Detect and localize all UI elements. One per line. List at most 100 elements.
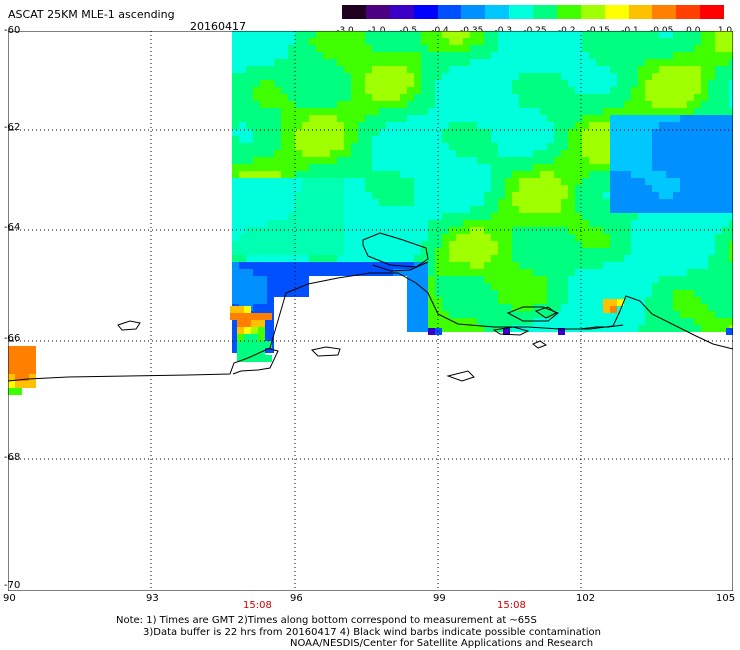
wind-cell <box>503 328 510 335</box>
wind-cell <box>547 283 554 290</box>
wind-cell <box>8 374 15 381</box>
wind-cell <box>589 255 596 262</box>
wind-cell <box>498 66 505 73</box>
wind-cell <box>603 66 610 73</box>
wind-cell <box>512 248 519 255</box>
wind-cell <box>323 108 330 115</box>
wind-cell <box>22 353 29 360</box>
wind-cell <box>386 164 393 171</box>
wind-cell <box>477 115 484 122</box>
wind-cell <box>386 220 393 227</box>
wind-cell <box>267 255 274 262</box>
wind-cell <box>659 276 666 283</box>
wind-cell <box>309 185 316 192</box>
wind-cell <box>631 94 638 101</box>
wind-cell <box>631 178 638 185</box>
wind-cell <box>540 325 547 332</box>
wind-cell <box>274 80 281 87</box>
wind-cell <box>652 290 659 297</box>
wind-cell <box>638 234 645 241</box>
wind-cell <box>484 276 491 283</box>
wind-cell <box>253 185 260 192</box>
wind-cell <box>617 73 624 80</box>
wind-cell <box>379 45 386 52</box>
wind-cell <box>491 262 498 269</box>
lon-label-96: 96 <box>290 593 303 604</box>
wind-cell <box>659 199 666 206</box>
wind-cell <box>673 290 680 297</box>
wind-cell <box>414 59 421 66</box>
wind-cell <box>302 248 309 255</box>
wind-cell <box>624 52 631 59</box>
wind-cell <box>407 220 414 227</box>
wind-cell <box>351 227 358 234</box>
wind-cell <box>407 178 414 185</box>
wind-cell <box>260 164 267 171</box>
wind-cell <box>610 276 617 283</box>
wind-cell <box>680 87 687 94</box>
wind-cell <box>407 304 414 311</box>
wind-cell <box>540 108 547 115</box>
wind-cell <box>603 73 610 80</box>
wind-cell <box>568 52 575 59</box>
wind-cell <box>645 178 652 185</box>
wind-cell <box>645 241 652 248</box>
wind-cell <box>519 283 526 290</box>
wind-cell <box>722 38 729 45</box>
wind-cell <box>498 45 505 52</box>
wind-cell <box>715 122 722 129</box>
wind-cell <box>330 66 337 73</box>
wind-cell <box>624 129 631 136</box>
wind-cell <box>498 262 505 269</box>
wind-cell <box>386 52 393 59</box>
wind-cell <box>645 220 652 227</box>
wind-cell <box>729 136 733 143</box>
wind-cell <box>596 129 603 136</box>
wind-cell <box>638 115 645 122</box>
wind-cell <box>645 283 652 290</box>
wind-cell <box>652 199 659 206</box>
wind-cell <box>267 87 274 94</box>
wind-cell <box>400 234 407 241</box>
wind-cell <box>477 241 484 248</box>
wind-cell <box>316 52 323 59</box>
wind-cell <box>715 178 722 185</box>
wind-cell <box>244 313 251 320</box>
wind-cell <box>582 269 589 276</box>
wind-cell <box>260 143 267 150</box>
wind-cell <box>316 206 323 213</box>
wind-cell <box>547 52 554 59</box>
wind-cell <box>687 290 694 297</box>
wind-cell <box>568 185 575 192</box>
map-date: 20160417 <box>190 20 246 33</box>
wind-cell <box>449 115 456 122</box>
wind-cell <box>330 262 337 269</box>
wind-cell <box>302 234 309 241</box>
wind-cell <box>407 143 414 150</box>
wind-cell <box>631 234 638 241</box>
wind-cell <box>414 255 421 262</box>
wind-cell <box>589 171 596 178</box>
wind-cell <box>603 80 610 87</box>
wind-cell <box>568 248 575 255</box>
wind-cell <box>288 143 295 150</box>
wind-cell <box>372 94 379 101</box>
wind-cell <box>596 178 603 185</box>
wind-cell <box>442 318 449 325</box>
wind-cell <box>244 306 251 313</box>
wind-cell <box>526 80 533 87</box>
wind-cell <box>435 31 442 38</box>
wind-cell <box>463 143 470 150</box>
wind-cell <box>386 262 393 269</box>
wind-cell <box>575 94 582 101</box>
wind-cell <box>258 327 265 334</box>
wind-cell <box>715 283 722 290</box>
wind-cell <box>421 164 428 171</box>
wind-cell <box>533 66 540 73</box>
wind-cell <box>456 73 463 80</box>
wind-cell <box>274 171 281 178</box>
wind-cell <box>253 52 260 59</box>
wind-cell <box>687 248 694 255</box>
wind-cell <box>281 108 288 115</box>
wind-cell <box>505 101 512 108</box>
